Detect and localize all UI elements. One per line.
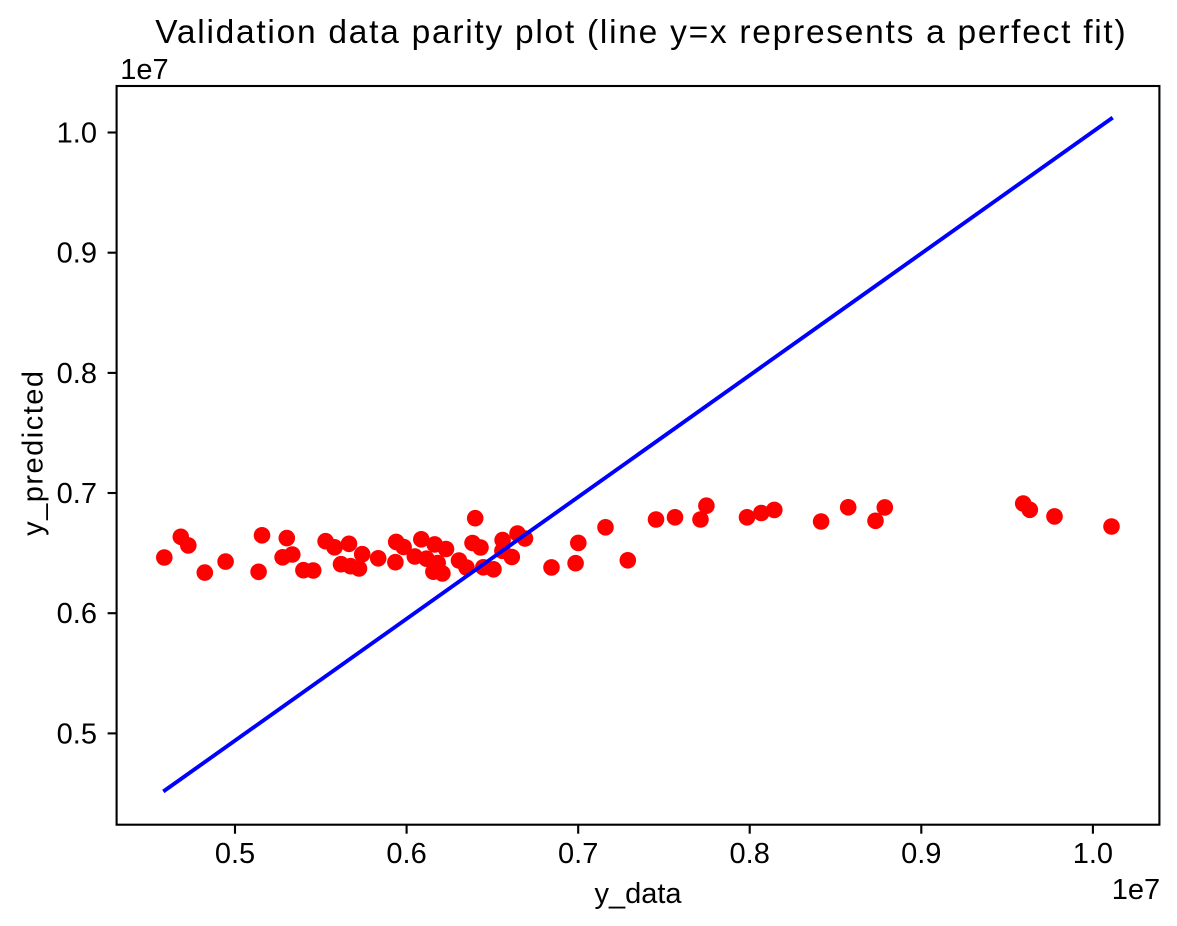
svg-text:1e7: 1e7 bbox=[120, 54, 168, 86]
svg-text:1.0: 1.0 bbox=[1073, 838, 1113, 870]
svg-text:Validation data parity plot (l: Validation data parity plot (line y=x re… bbox=[155, 14, 1127, 51]
svg-text:0.5: 0.5 bbox=[57, 718, 97, 750]
svg-text:0.5: 0.5 bbox=[215, 838, 255, 870]
svg-text:0.9: 0.9 bbox=[57, 238, 97, 270]
svg-text:1.0: 1.0 bbox=[57, 118, 97, 150]
svg-text:0.8: 0.8 bbox=[730, 838, 770, 870]
svg-text:y_data: y_data bbox=[594, 878, 682, 910]
svg-text:0.9: 0.9 bbox=[901, 838, 941, 870]
svg-text:y_predicted: y_predicted bbox=[18, 369, 50, 535]
svg-text:1e7: 1e7 bbox=[1112, 874, 1160, 906]
svg-text:0.6: 0.6 bbox=[57, 598, 97, 630]
svg-text:0.8: 0.8 bbox=[57, 358, 97, 390]
svg-text:0.6: 0.6 bbox=[386, 838, 426, 870]
svg-text:0.7: 0.7 bbox=[558, 838, 598, 870]
svg-text:0.7: 0.7 bbox=[57, 478, 97, 510]
